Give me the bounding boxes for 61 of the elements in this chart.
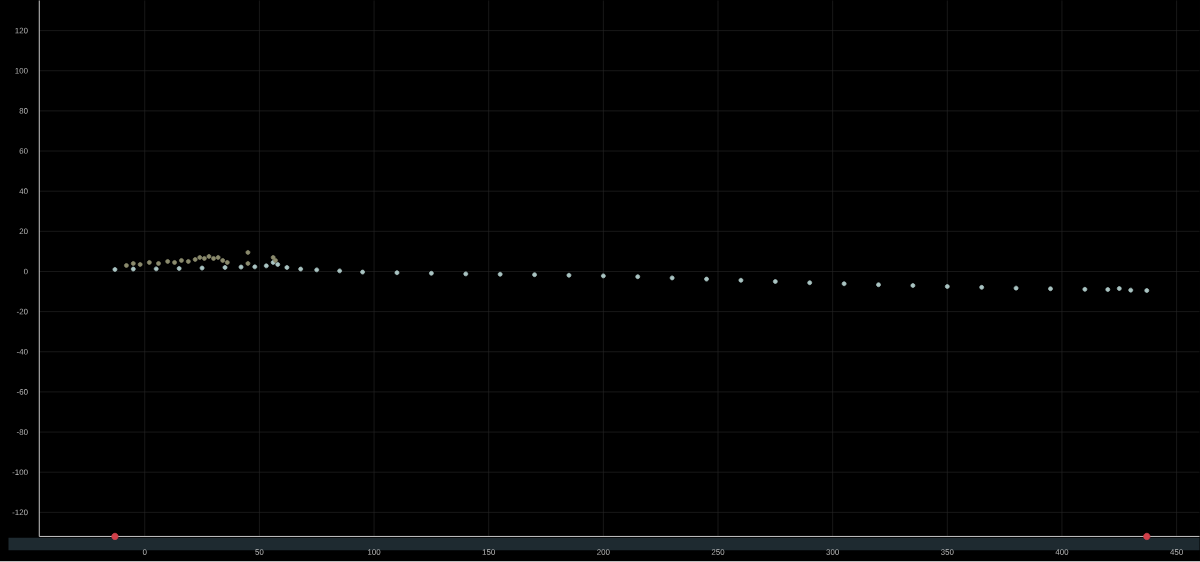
point bbox=[197, 255, 203, 261]
point bbox=[298, 266, 304, 272]
point bbox=[215, 255, 221, 261]
point bbox=[220, 258, 226, 264]
point bbox=[245, 261, 251, 267]
point bbox=[185, 259, 191, 265]
point bbox=[841, 281, 847, 287]
point bbox=[206, 254, 212, 260]
point bbox=[130, 266, 136, 272]
point bbox=[337, 268, 343, 274]
point bbox=[124, 263, 129, 269]
point bbox=[146, 260, 152, 266]
point bbox=[263, 263, 269, 269]
point bbox=[635, 274, 641, 280]
point bbox=[153, 266, 159, 272]
point bbox=[224, 260, 230, 266]
point bbox=[111, 533, 119, 541]
point bbox=[738, 278, 744, 283]
point bbox=[497, 272, 503, 277]
point bbox=[165, 259, 171, 265]
point bbox=[314, 267, 320, 273]
point bbox=[275, 262, 281, 268]
point bbox=[910, 283, 916, 289]
point bbox=[1082, 287, 1088, 292]
point bbox=[772, 279, 778, 285]
point bbox=[284, 265, 290, 271]
point bbox=[172, 260, 177, 266]
point bbox=[137, 262, 143, 268]
point bbox=[252, 264, 258, 270]
point bbox=[130, 261, 136, 267]
point bbox=[428, 271, 434, 276]
point bbox=[1013, 285, 1019, 291]
point bbox=[1143, 533, 1151, 541]
point bbox=[463, 271, 469, 277]
point bbox=[704, 276, 709, 282]
point bbox=[1128, 287, 1134, 293]
point bbox=[1144, 288, 1150, 294]
point bbox=[669, 275, 675, 281]
point bbox=[600, 273, 606, 279]
point bbox=[807, 280, 813, 286]
point bbox=[1116, 286, 1122, 292]
point bbox=[1048, 286, 1053, 292]
point bbox=[1105, 287, 1111, 293]
point bbox=[876, 282, 881, 288]
point bbox=[532, 272, 537, 278]
point bbox=[211, 256, 216, 262]
point bbox=[179, 258, 184, 264]
point bbox=[360, 269, 365, 275]
point bbox=[944, 284, 950, 290]
point bbox=[245, 250, 251, 256]
point bbox=[566, 273, 572, 278]
point bbox=[112, 267, 118, 273]
point bbox=[199, 265, 205, 271]
point bbox=[192, 257, 198, 263]
point bbox=[979, 285, 985, 290]
point bbox=[201, 256, 207, 262]
point bbox=[394, 270, 400, 276]
point bbox=[156, 261, 161, 267]
point bbox=[176, 266, 182, 272]
point bbox=[222, 265, 228, 271]
point bbox=[238, 264, 244, 270]
